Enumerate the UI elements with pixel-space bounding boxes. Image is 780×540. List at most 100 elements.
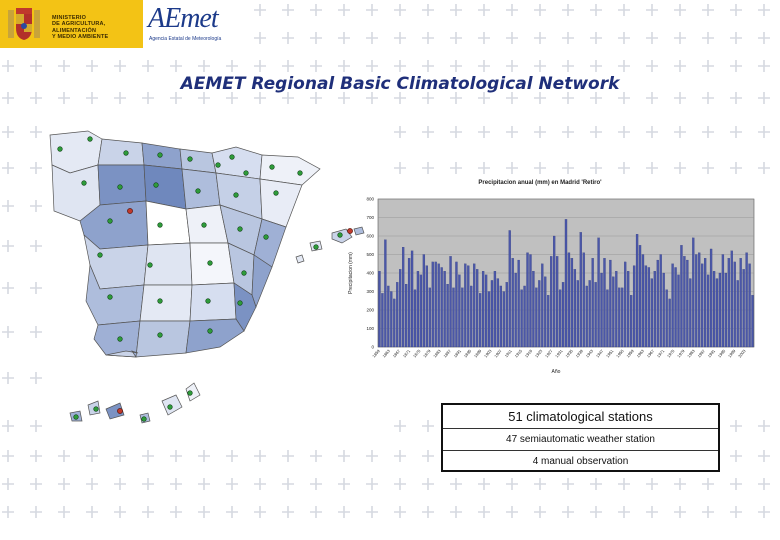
background-cross <box>30 162 42 174</box>
chart-bar <box>680 245 683 348</box>
background-cross <box>282 32 294 44</box>
station-marker <box>215 162 221 168</box>
background-cross <box>534 92 546 104</box>
chart-bar <box>718 272 722 348</box>
chart-bar <box>505 282 508 348</box>
peninsula-regions <box>49 130 321 358</box>
chart-bar <box>656 259 659 348</box>
background-cross <box>114 506 126 518</box>
chart-bar <box>484 274 488 348</box>
chart-bar <box>585 285 588 348</box>
background-cross <box>86 478 98 490</box>
background-cross <box>562 126 574 138</box>
background-cross <box>478 4 490 16</box>
background-cross <box>226 506 238 518</box>
chart-bar <box>692 237 695 348</box>
station-marker <box>229 154 235 160</box>
chart-bar <box>553 235 556 348</box>
chart-bar <box>612 276 615 348</box>
background-cross <box>114 450 126 462</box>
chart-bar <box>603 258 606 348</box>
station-marker <box>81 180 87 186</box>
station-summary-table: 51 climatological stations 47 semiautoma… <box>441 403 720 472</box>
chart-bar <box>730 250 733 348</box>
background-cross <box>2 92 14 104</box>
background-cross <box>338 32 350 44</box>
background-cross <box>338 4 350 16</box>
chart-x-tick-label: 1915 <box>513 348 523 359</box>
background-cross <box>534 60 546 72</box>
background-cross <box>646 92 658 104</box>
station-marker <box>263 234 269 240</box>
chart-bar <box>668 298 671 348</box>
station-marker <box>195 188 201 194</box>
background-cross <box>30 60 42 72</box>
background-cross <box>254 450 266 462</box>
chart-x-tick-label: 1959 <box>625 348 635 359</box>
chart-bar <box>671 263 674 348</box>
station-marker <box>93 406 99 412</box>
background-cross <box>30 200 42 212</box>
chart-bar <box>600 272 603 348</box>
background-cross <box>254 506 266 518</box>
background-cross <box>618 506 630 518</box>
chart-x-tick-label: 1995 <box>717 348 727 359</box>
background-cross <box>394 420 406 432</box>
background-cross <box>2 478 14 490</box>
background-cross <box>450 126 462 138</box>
chart-bar <box>674 267 677 348</box>
background-cross <box>478 32 490 44</box>
coat-of-arms-icon <box>8 8 40 40</box>
background-cross <box>562 4 574 16</box>
background-cross <box>310 4 322 16</box>
background-cross <box>618 478 630 490</box>
background-cross <box>674 60 686 72</box>
background-cross <box>282 60 294 72</box>
background-cross <box>30 450 42 462</box>
background-cross <box>282 506 294 518</box>
background-cross <box>170 450 182 462</box>
chart-y-tick-label: 200 <box>366 308 374 313</box>
chart-bar <box>641 254 645 348</box>
background-cross <box>478 506 490 518</box>
background-cross <box>170 506 182 518</box>
background-cross <box>58 450 70 462</box>
station-marker <box>107 294 113 300</box>
background-cross <box>730 92 742 104</box>
chart-bar <box>422 254 426 348</box>
station-marker <box>157 332 163 338</box>
chart-bar <box>390 291 393 348</box>
background-cross <box>730 420 742 432</box>
chart-bar <box>446 283 449 348</box>
background-cross <box>282 4 294 16</box>
background-cross <box>170 92 182 104</box>
chart-bar <box>479 293 482 348</box>
background-cross <box>30 372 42 384</box>
background-cross <box>2 126 14 138</box>
chart-bar <box>419 274 423 348</box>
background-cross <box>198 60 210 72</box>
chart-x-tick-label: 1899 <box>473 348 483 359</box>
chart-bar <box>627 271 630 348</box>
background-cross <box>2 200 14 212</box>
manual-station-marker <box>127 208 133 214</box>
chart-bar <box>594 282 597 348</box>
chart-bar <box>511 258 514 348</box>
background-cross <box>114 60 126 72</box>
chart-bar <box>550 256 553 348</box>
chart-bar <box>558 289 562 348</box>
station-marker <box>117 336 123 342</box>
background-cross <box>254 32 266 44</box>
background-cross <box>394 126 406 138</box>
background-cross <box>450 60 462 72</box>
background-cross <box>394 32 406 44</box>
chart-x-tick-label: 1947 <box>595 348 605 359</box>
background-cross <box>422 92 434 104</box>
background-cross <box>366 506 378 518</box>
station-marker <box>237 226 243 232</box>
station-marker <box>233 192 239 198</box>
chart-bar <box>621 287 624 348</box>
station-marker <box>97 252 103 258</box>
background-cross <box>142 478 154 490</box>
manual-station-marker <box>347 228 353 234</box>
